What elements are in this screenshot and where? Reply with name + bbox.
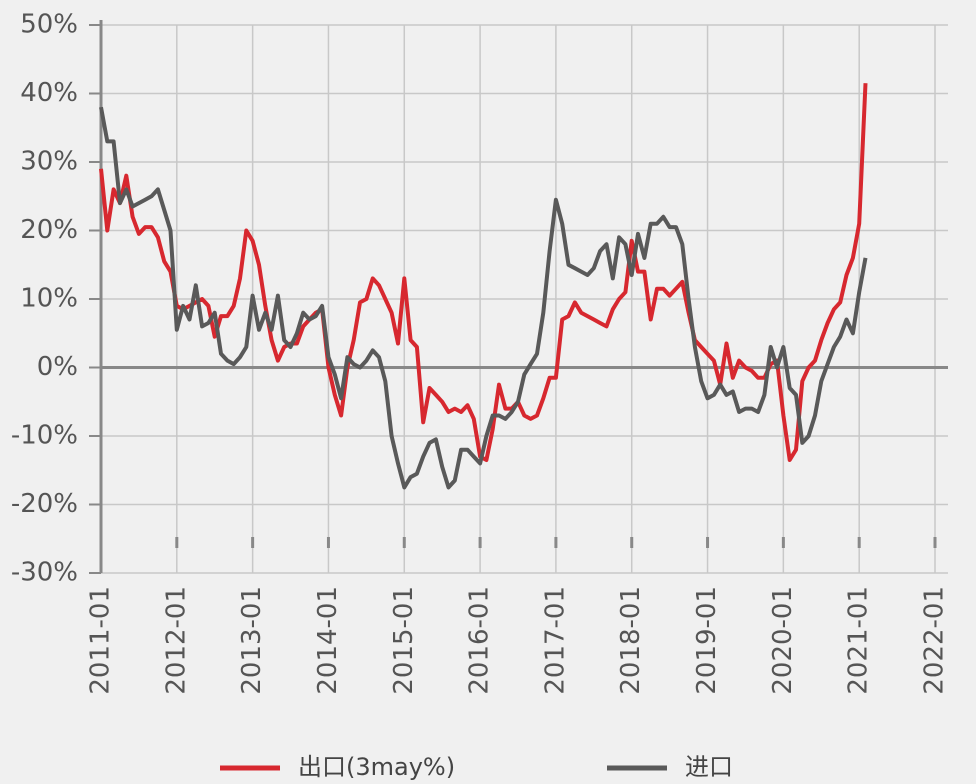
x-tick-label: 2014-01 xyxy=(313,586,343,695)
y-tick-label: 10% xyxy=(20,284,78,314)
series-line xyxy=(99,106,868,490)
y-tick-label: 30% xyxy=(20,147,78,177)
y-tick-label: -30% xyxy=(11,558,78,588)
x-tick-label: 2019-01 xyxy=(692,586,722,695)
x-tick-label: 2012-01 xyxy=(161,586,191,695)
x-tick-label: 2015-01 xyxy=(389,586,419,695)
x-tick-label: 2016-01 xyxy=(465,586,495,695)
legend-label: 进口 xyxy=(685,753,733,781)
x-tick-label: 2013-01 xyxy=(237,586,267,695)
y-tick-label: 40% xyxy=(20,78,78,108)
y-tick-label: 0% xyxy=(37,352,78,382)
y-tick-label: -20% xyxy=(11,489,78,519)
x-tick-label: 2021-01 xyxy=(844,586,874,695)
y-tick-label: -10% xyxy=(11,421,78,451)
y-tick-label: 50% xyxy=(20,10,78,40)
x-tick-label: 2020-01 xyxy=(768,586,798,695)
legend-label: 出口(3may%) xyxy=(298,753,455,781)
x-tick-label: 2022-01 xyxy=(920,586,950,695)
series-line xyxy=(99,83,868,462)
x-tick-label: 2011-01 xyxy=(86,586,116,695)
x-tick-label: 2017-01 xyxy=(540,586,570,695)
y-tick-label: 20% xyxy=(20,215,78,245)
x-tick-label: 2018-01 xyxy=(616,586,646,695)
